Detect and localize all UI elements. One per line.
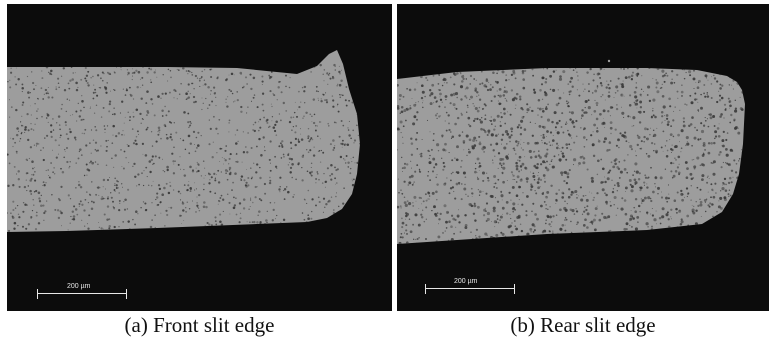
cross-section-shape [7,50,360,232]
scale-bar [37,289,127,304]
cross-section-shape [397,59,745,244]
caption-rear-slit-edge: (b) Rear slit edge [510,313,656,337]
scale-bar [425,284,515,299]
scale-bar-label: 200 µm [67,283,91,290]
micrograph-rear-slit-edge: 200 µm [397,4,769,311]
scale-bar-label: 200 µm [454,278,478,285]
micrograph-front-slit-edge: 200 µm [7,4,392,311]
caption-front-slit-edge: (a) Front slit edge [124,313,275,337]
